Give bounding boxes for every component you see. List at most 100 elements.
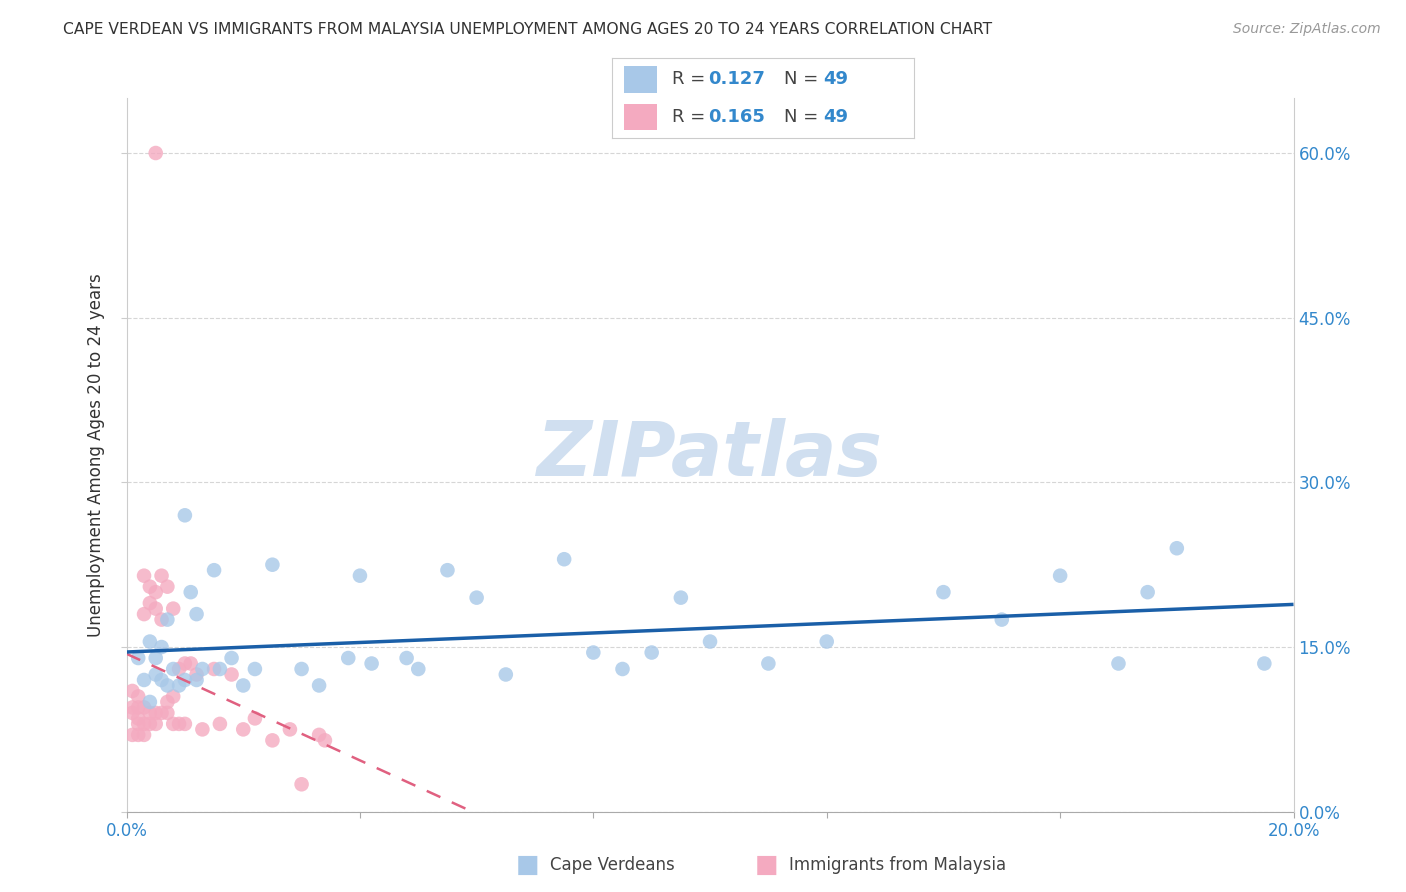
Point: [162, 662, 184, 676]
Point: [290, 777, 312, 791]
Point: [156, 706, 179, 720]
Point: [232, 678, 254, 692]
Point: [932, 585, 955, 599]
Text: N =: N =: [785, 108, 824, 126]
Point: [121, 728, 143, 742]
Point: [186, 667, 208, 681]
Point: [167, 678, 190, 692]
Text: ■: ■: [516, 854, 538, 877]
Point: [349, 568, 371, 582]
Point: [495, 667, 517, 681]
Point: [278, 723, 301, 737]
Point: [162, 601, 184, 615]
Point: [1136, 585, 1159, 599]
Point: [208, 662, 231, 676]
Point: [180, 585, 202, 599]
Point: [990, 613, 1012, 627]
Point: [150, 706, 173, 720]
Point: [139, 634, 162, 648]
Point: [191, 723, 214, 737]
Point: [145, 601, 167, 615]
Point: [150, 568, 173, 582]
Text: 49: 49: [824, 70, 848, 87]
Point: [132, 673, 155, 687]
Text: N =: N =: [785, 70, 824, 87]
Point: [132, 568, 155, 582]
Point: [553, 552, 575, 566]
Point: [243, 662, 266, 676]
Bar: [624, 103, 657, 130]
Point: [262, 558, 284, 572]
Point: [167, 717, 190, 731]
Point: [150, 640, 173, 654]
Point: [436, 563, 458, 577]
Point: [1166, 541, 1188, 556]
Point: [640, 646, 664, 660]
Point: [132, 728, 155, 742]
Text: Source: ZipAtlas.com: Source: ZipAtlas.com: [1233, 22, 1381, 37]
Point: [121, 684, 143, 698]
Point: [582, 646, 605, 660]
Point: [162, 690, 184, 704]
Text: 49: 49: [824, 108, 848, 126]
Text: R =: R =: [672, 70, 711, 87]
Point: [669, 591, 692, 605]
Point: [232, 723, 254, 737]
Point: [174, 508, 197, 523]
Point: [191, 662, 214, 676]
Point: [395, 651, 418, 665]
Point: [167, 662, 190, 676]
Point: [174, 657, 197, 671]
Point: [139, 695, 162, 709]
Point: [202, 662, 225, 676]
Point: [127, 651, 149, 665]
Point: [145, 717, 167, 731]
Point: [290, 662, 312, 676]
Text: R =: R =: [672, 108, 711, 126]
Point: [262, 733, 284, 747]
Point: [202, 563, 225, 577]
Point: [408, 662, 430, 676]
Point: [221, 667, 243, 681]
Y-axis label: Unemployment Among Ages 20 to 24 years: Unemployment Among Ages 20 to 24 years: [87, 273, 105, 637]
Text: ZIPatlas: ZIPatlas: [537, 418, 883, 491]
Point: [145, 585, 167, 599]
Text: Immigrants from Malaysia: Immigrants from Malaysia: [789, 856, 1005, 874]
Point: [156, 678, 179, 692]
Point: [186, 607, 208, 621]
Point: [127, 700, 149, 714]
Point: [132, 700, 155, 714]
Text: ■: ■: [755, 854, 778, 877]
Point: [360, 657, 382, 671]
Point: [150, 613, 173, 627]
Point: [699, 634, 721, 648]
Point: [127, 711, 149, 725]
Point: [156, 613, 179, 627]
Point: [815, 634, 838, 648]
Point: [145, 667, 167, 681]
Point: [1253, 657, 1275, 671]
Text: CAPE VERDEAN VS IMMIGRANTS FROM MALAYSIA UNEMPLOYMENT AMONG AGES 20 TO 24 YEARS : CAPE VERDEAN VS IMMIGRANTS FROM MALAYSIA…: [63, 22, 993, 37]
Point: [139, 717, 162, 731]
Point: [308, 728, 330, 742]
Point: [308, 678, 330, 692]
Point: [337, 651, 360, 665]
Point: [132, 717, 155, 731]
Point: [180, 657, 202, 671]
Point: [139, 706, 162, 720]
Point: [186, 673, 208, 687]
Point: [127, 728, 149, 742]
Point: [1108, 657, 1130, 671]
Point: [243, 711, 266, 725]
Point: [756, 657, 779, 671]
Point: [314, 733, 336, 747]
Point: [139, 596, 162, 610]
Text: Cape Verdeans: Cape Verdeans: [550, 856, 675, 874]
Point: [150, 673, 173, 687]
Point: [1049, 568, 1071, 582]
Point: [127, 690, 149, 704]
Point: [127, 717, 149, 731]
Point: [139, 580, 162, 594]
Point: [156, 580, 179, 594]
Point: [156, 695, 179, 709]
